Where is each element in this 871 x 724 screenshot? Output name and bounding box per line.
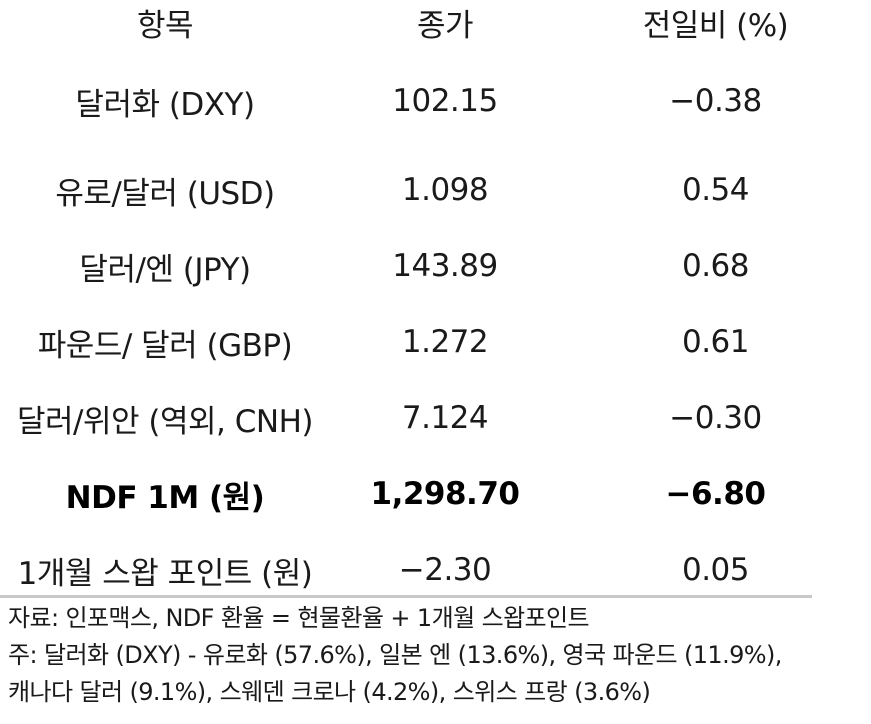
header-close: 종가 xyxy=(416,8,474,44)
cell-close: 1,298.70 xyxy=(370,476,520,512)
table-row-highlight: NDF 1M (원) 1,298.70 −6.80 xyxy=(0,456,871,532)
table-row: 달러/엔 (JPY) 143.89 0.68 xyxy=(0,228,871,304)
cell-item: 달러/위안 (역외, CNH) xyxy=(17,403,313,440)
cell-item: NDF 1M (원) xyxy=(65,479,265,516)
table-header: 항목 종가 전일비 (%) xyxy=(0,0,871,50)
cell-item: 달러/엔 (JPY) xyxy=(79,251,251,288)
fx-table: 항목 종가 전일비 (%) 달러화 (DXY) 102.15 −0.38 유로/… xyxy=(0,0,871,608)
cell-close: 1.272 xyxy=(401,324,489,360)
table-divider xyxy=(0,595,812,598)
cell-item: 달러화 (DXY) xyxy=(75,86,255,123)
source-note: 자료: 인포맥스, NDF 환율 = 현물환율 + 1개월 스왑포인트 xyxy=(8,604,590,632)
cell-item: 파운드/ 달러 (GBP) xyxy=(37,327,293,364)
table-row: 파운드/ 달러 (GBP) 1.272 0.61 xyxy=(0,304,871,380)
footnote-line-2: 캐나다 달러 (9.1%), 스웨덴 크로나 (4.2%), 스위스 프랑 (3… xyxy=(8,678,651,706)
cell-change: 0.54 xyxy=(681,172,750,208)
cell-change: 0.68 xyxy=(681,248,750,284)
cell-change: 0.61 xyxy=(681,324,750,360)
cell-change: −0.30 xyxy=(669,400,762,436)
table-row: 달러/위안 (역외, CNH) 7.124 −0.30 xyxy=(0,380,871,456)
cell-change: −6.80 xyxy=(665,476,766,512)
cell-item: 1개월 스왑 포인트 (원) xyxy=(17,555,313,592)
header-item: 항목 xyxy=(136,8,194,44)
footnote-line-1: 주: 달러화 (DXY) - 유로화 (57.6%), 일본 엔 (13.6%)… xyxy=(8,641,782,669)
footnotes: 자료: 인포맥스, NDF 환율 = 현물환율 + 1개월 스왑포인트 주: 달… xyxy=(8,600,868,711)
table-row: 달러화 (DXY) 102.15 −0.38 xyxy=(0,50,871,152)
cell-close: 102.15 xyxy=(392,83,498,119)
header-row: 항목 종가 전일비 (%) xyxy=(0,0,871,50)
cell-close: 143.89 xyxy=(392,248,498,284)
cell-item: 유로/달러 (USD) xyxy=(55,175,275,212)
table-row: 유로/달러 (USD) 1.098 0.54 xyxy=(0,152,871,228)
header-change: 전일비 (%) xyxy=(642,8,789,44)
cell-close: 7.124 xyxy=(401,400,489,436)
table-row: 1개월 스왑 포인트 (원) −2.30 0.05 xyxy=(0,532,871,608)
cell-change: 0.05 xyxy=(681,552,750,588)
cell-change: −0.38 xyxy=(669,83,762,119)
cell-close: −2.30 xyxy=(398,552,492,588)
cell-close: 1.098 xyxy=(401,172,489,208)
table-body: 달러화 (DXY) 102.15 −0.38 유로/달러 (USD) 1.098… xyxy=(0,50,871,608)
